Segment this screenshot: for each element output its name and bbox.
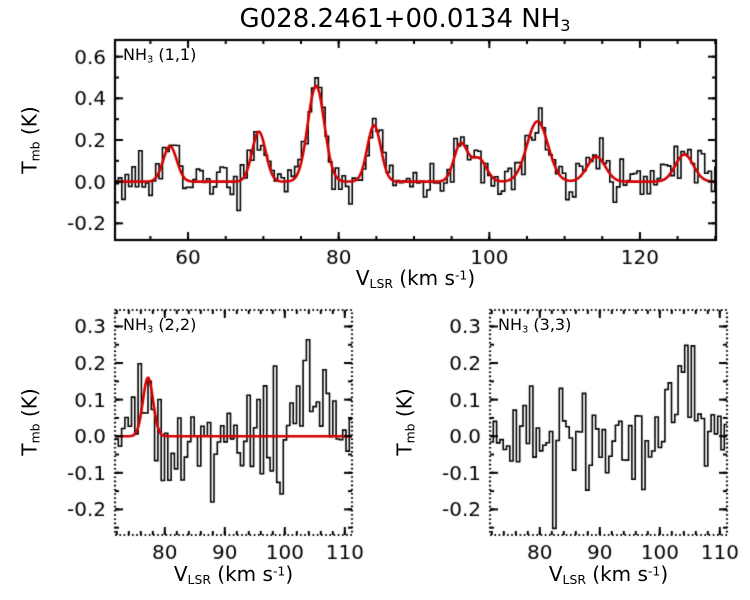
figure-title-sub: 3 bbox=[560, 16, 571, 36]
panel-label-33-suffix: (3,3) bbox=[528, 315, 572, 334]
figure-title-text: G028.2461+00.0134 NH bbox=[239, 4, 561, 34]
y-axis-label-top-t: T bbox=[17, 161, 42, 174]
spectrum-panel-22-canvas bbox=[55, 305, 365, 567]
x-axis-label-bl-sub: LSR bbox=[187, 572, 211, 588]
y-axis-label-br-sub: mb bbox=[402, 423, 418, 444]
x-axis-label-bl-v: V bbox=[173, 562, 188, 586]
y-axis-label-bl-sub: mb bbox=[27, 423, 43, 444]
x-axis-label-top-units: (km s bbox=[392, 266, 455, 290]
y-axis-label-bottom-right: Tmb (K) bbox=[392, 388, 417, 455]
y-axis-label-top-sub: mb bbox=[27, 141, 43, 162]
y-axis-label-bl-units: (K) bbox=[17, 388, 42, 424]
x-axis-label-br-v: V bbox=[548, 562, 563, 586]
y-axis-label-bl-t: T bbox=[17, 443, 42, 456]
panel-label-33-sub: 3 bbox=[522, 324, 529, 336]
x-axis-label-bottom-left: VLSR (km s-1) bbox=[115, 562, 352, 587]
x-axis-label-br-close: ) bbox=[660, 562, 669, 586]
spectrum-panel-11-canvas bbox=[55, 35, 730, 275]
x-axis-label-br-sup: -1 bbox=[647, 563, 661, 579]
panel-label-11-text: NH bbox=[123, 45, 147, 64]
x-axis-label-bl-close: ) bbox=[285, 562, 294, 586]
panel-label-11-sub: 3 bbox=[147, 54, 154, 66]
panel-label-22-suffix: (2,2) bbox=[153, 315, 197, 334]
x-axis-label-bottom-right: VLSR (km s-1) bbox=[490, 562, 727, 587]
figure-title: G028.2461+00.0134 NH3 bbox=[90, 4, 720, 41]
y-axis-label-br-units: (K) bbox=[392, 388, 417, 424]
panel-label-22-sub: 3 bbox=[147, 324, 154, 336]
panel-label-33-text: NH bbox=[498, 315, 522, 334]
x-axis-label-top-sup: -1 bbox=[454, 267, 468, 283]
x-axis-label-br-units: (km s bbox=[585, 562, 648, 586]
panel-label-22: NH3 (2,2) bbox=[123, 315, 196, 335]
x-axis-label-bl-sup: -1 bbox=[272, 563, 286, 579]
x-axis-label-br-sub: LSR bbox=[562, 572, 586, 588]
y-axis-label-bottom-left: Tmb (K) bbox=[17, 388, 42, 455]
panel-label-22-text: NH bbox=[123, 315, 147, 334]
y-axis-label-top: Tmb (K) bbox=[17, 106, 42, 173]
spectrum-panel-33-canvas bbox=[430, 305, 740, 567]
x-axis-label-bl-units: (km s bbox=[210, 562, 273, 586]
x-axis-label-top-close: ) bbox=[467, 266, 476, 290]
x-axis-label-top-v: V bbox=[355, 266, 370, 290]
x-axis-label-top-sub: LSR bbox=[369, 276, 393, 292]
panel-label-11: NH3 (1,1) bbox=[123, 45, 196, 65]
y-axis-label-top-units: (K) bbox=[17, 106, 42, 142]
panel-label-11-suffix: (1,1) bbox=[153, 45, 197, 64]
x-axis-label-top: VLSR (km s-1) bbox=[115, 266, 716, 291]
y-axis-label-br-t: T bbox=[392, 443, 417, 456]
panel-label-33: NH3 (3,3) bbox=[498, 315, 571, 335]
